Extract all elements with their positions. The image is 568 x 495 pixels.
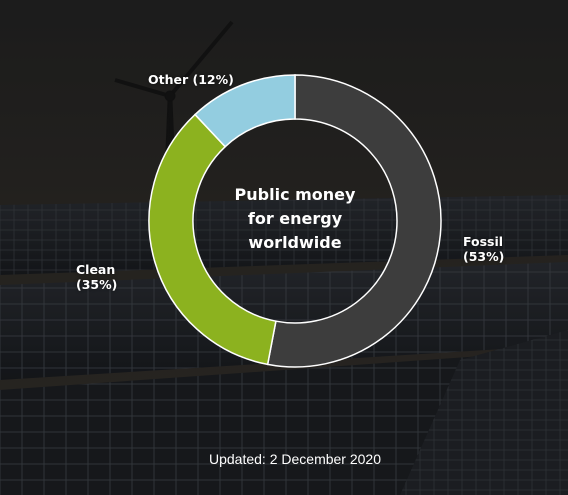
slice-label-fossil-value: (53%) [463, 249, 505, 264]
slice-label-other-name: Other (12%) [148, 72, 234, 87]
updated-date: Updated: 2 December 2020 [209, 451, 381, 467]
slice-label-fossil-name: Fossil [463, 234, 504, 249]
slice-label-other: Other (12%) [148, 72, 234, 87]
slice-label-clean-name: Clean [76, 262, 116, 277]
chart-title-line-3: worldwide [248, 233, 342, 252]
donut-slice-clean [148, 113, 277, 366]
chart-title-line-2: for energy [247, 209, 343, 228]
donut-slice-fossil [266, 74, 442, 368]
slice-label-clean-value: (35%) [76, 277, 118, 292]
slice-label-clean: Clean (35%) [76, 262, 117, 292]
donut-slice-other [193, 74, 296, 148]
chart-title: Public money for energy worldwide [195, 183, 395, 255]
chart-title-line-1: Public money [234, 185, 356, 204]
slice-label-fossil: Fossil (53%) [463, 234, 504, 264]
